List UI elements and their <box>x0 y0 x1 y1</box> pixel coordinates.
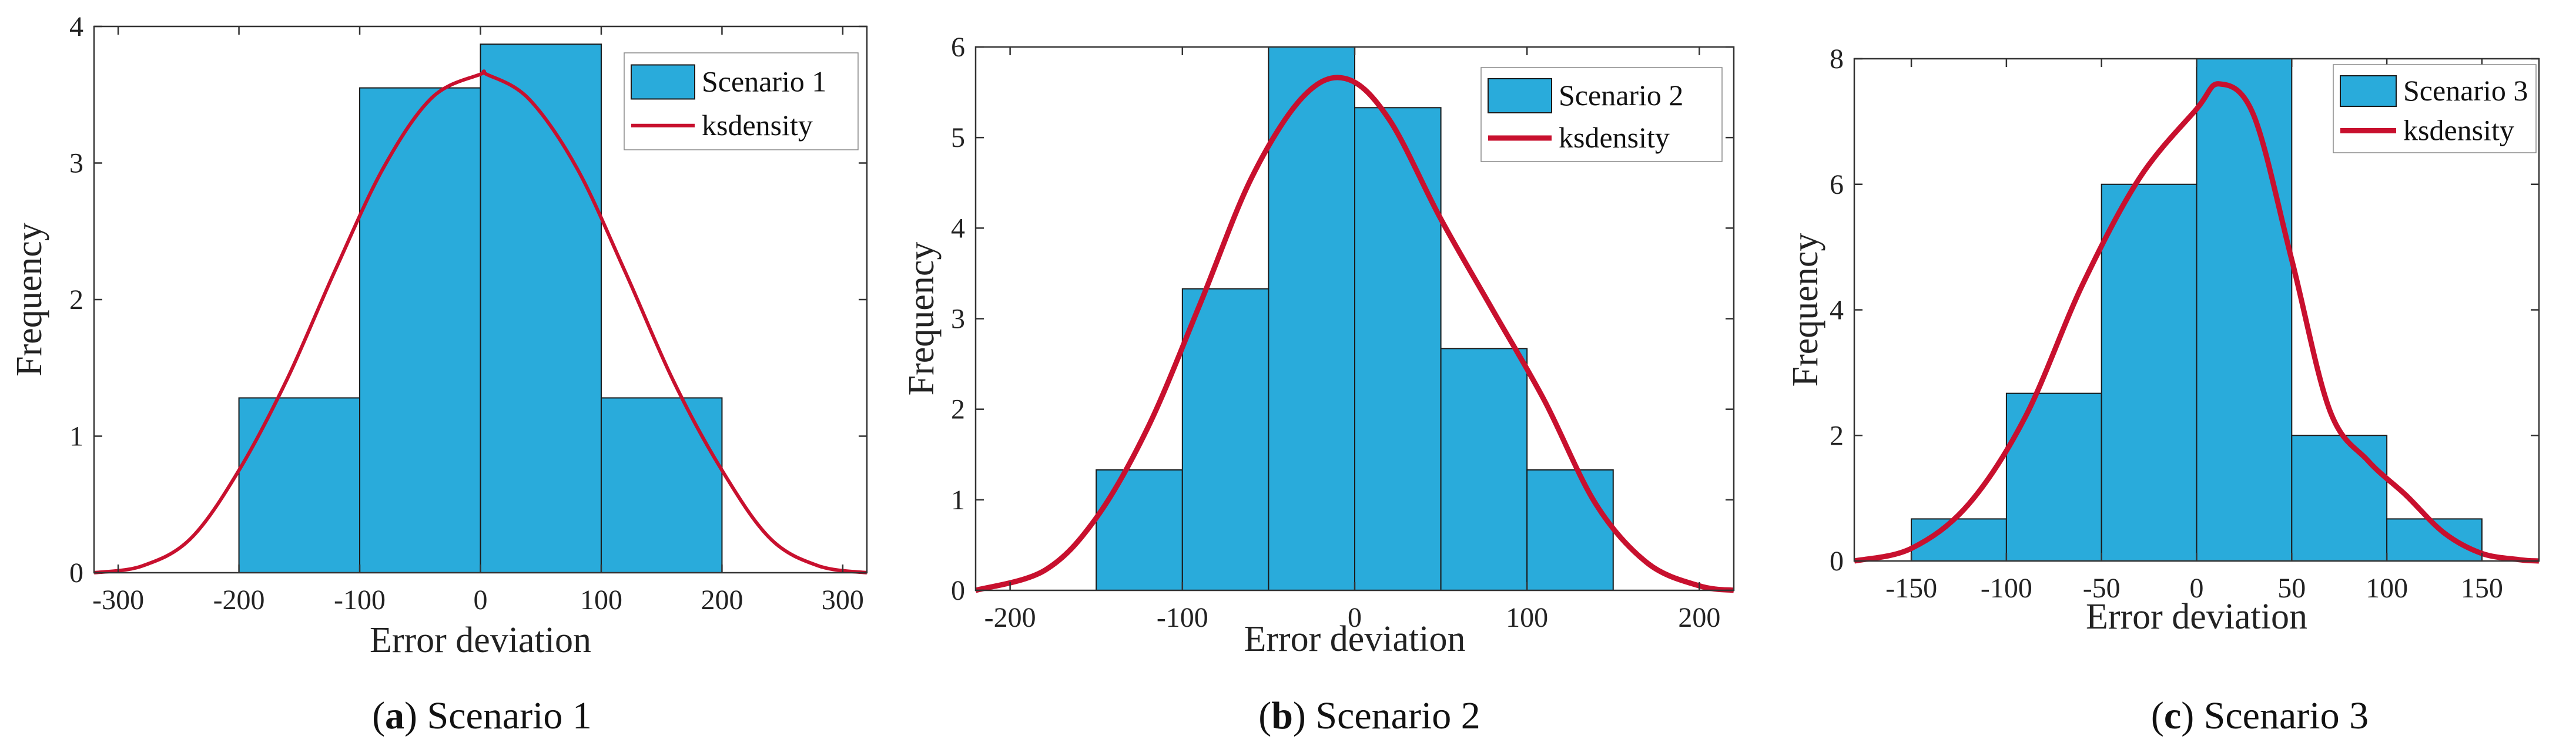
x-tick-label: 50 <box>2277 573 2306 604</box>
histogram-bar <box>480 43 602 574</box>
x-tick-label: 100 <box>2366 573 2408 604</box>
ksdensity-line <box>974 75 1734 593</box>
x-axis-label: Error deviation <box>370 620 591 660</box>
x-tick-label: 100 <box>1506 602 1548 633</box>
legend-swatch-bars <box>1488 78 1552 113</box>
chart-panel-1: -300 -200 -100 0 100 200 300 0 1 2 3 4 Error deviati… <box>9 11 868 737</box>
y-tick-label: 6 <box>951 32 965 63</box>
x-tick-label: 100 <box>580 584 622 616</box>
y-tick-label: 5 <box>951 122 965 153</box>
histogram-bar <box>238 397 361 574</box>
caption-letter: c <box>2164 694 2181 737</box>
legend-label-scenario: Scenario 1 <box>702 65 826 98</box>
legend-label-scenario: Scenario 3 <box>2403 74 2528 107</box>
histogram-bar <box>2101 183 2198 562</box>
y-tick-label: 0 <box>1830 546 1844 577</box>
legend-swatch-bars <box>2340 75 2397 107</box>
histogram-bar <box>2005 392 2102 562</box>
x-axis-label: Error deviation <box>1244 619 1465 659</box>
x-tick-label: -100 <box>1981 573 2032 604</box>
ksdensity-line <box>1854 81 2540 564</box>
x-axis-label: Error deviation <box>2086 597 2307 637</box>
x-tick-label: -200 <box>984 602 1036 633</box>
caption-paren-open: ( <box>372 694 385 737</box>
y-axis-label: Frequency <box>902 242 942 396</box>
x-tick-label: -100 <box>334 584 386 616</box>
y-tick-label: 1 <box>69 421 83 452</box>
histogram-bar <box>600 397 723 574</box>
x-tick-label: -200 <box>213 584 265 616</box>
x-tick-label: 300 <box>822 584 864 616</box>
x-tick-label: -50 <box>2083 573 2121 604</box>
chart-panel-3: -150 -100 -50 0 50 100 150 0 2 4 6 8 Error deviation… <box>1786 43 2540 737</box>
legend-swatch-bars <box>631 64 695 100</box>
x-tick-label: -300 <box>92 584 144 616</box>
y-tick-label: 0 <box>951 575 965 606</box>
y-tick-label: 1 <box>951 485 965 516</box>
x-tick-label: -150 <box>1885 573 1937 604</box>
histogram-bar <box>1096 469 1183 591</box>
legend-label-scenario: Scenario 2 <box>1559 79 1683 112</box>
y-tick-label: 0 <box>69 557 83 589</box>
x-tick-label: 0 <box>2190 573 2204 604</box>
y-tick-label: 2 <box>1830 420 1844 451</box>
y-tick-label: 2 <box>951 394 965 425</box>
y-axis-label: Frequency <box>9 223 49 377</box>
histogram-bar <box>2196 58 2293 562</box>
x-tick-label: 0 <box>474 584 488 616</box>
x-tick-label: -100 <box>1157 602 1208 633</box>
histogram-bar <box>2291 435 2388 562</box>
histogram-bar <box>1354 107 1442 591</box>
caption-text: ) Scenario 2 <box>1293 694 1480 737</box>
histogram-bar <box>1526 469 1614 591</box>
y-tick-label: 3 <box>69 148 83 179</box>
y-tick-label: 3 <box>951 304 965 335</box>
legend: Scenario 3 ksdensity <box>2333 64 2537 153</box>
y-tick-label: 8 <box>1830 43 1844 75</box>
y-tick-label: 4 <box>69 11 83 42</box>
legend-label-ksdensity: ksdensity <box>1559 121 1670 154</box>
legend-label-ksdensity: ksdensity <box>702 109 813 142</box>
y-tick-label: 2 <box>69 284 83 315</box>
histogram-bar <box>1268 46 1356 591</box>
panel-caption: (c) Scenario 3 <box>2151 694 2369 737</box>
histogram-bar <box>1181 288 1269 591</box>
x-tick-label: 200 <box>701 584 743 616</box>
x-tick-label: 200 <box>1678 602 1720 633</box>
panel-caption: (b) Scenario 2 <box>1258 694 1480 737</box>
caption-paren-open: ( <box>1258 694 1271 737</box>
ksdensity-line <box>93 69 867 574</box>
x-tick-label: 150 <box>2461 573 2503 604</box>
caption-paren-open: ( <box>2151 694 2164 737</box>
caption-letter: b <box>1271 694 1293 737</box>
y-tick-label: 6 <box>1830 169 1844 200</box>
x-tick-label: 0 <box>1348 602 1362 633</box>
y-tick-label: 4 <box>951 213 965 244</box>
histogram-bar <box>359 87 481 573</box>
y-axis-label: Frequency <box>1786 233 1825 387</box>
caption-text: ) Scenario 3 <box>2181 694 2369 737</box>
legend: Scenario 2 ksdensity <box>1480 67 1723 162</box>
caption-text: ) Scenario 1 <box>404 694 592 737</box>
histogram-bar <box>1440 348 1528 591</box>
y-tick-label: 4 <box>1830 295 1844 326</box>
panel-caption: (a) Scenario 1 <box>372 694 592 737</box>
chart-panel-2: -200 -100 0 100 200 0 1 2 3 4 5 6 Error deviation Fre… <box>902 32 1735 737</box>
legend: Scenario 1 ksdensity <box>624 52 859 150</box>
caption-letter: a <box>385 694 404 737</box>
legend-label-ksdensity: ksdensity <box>2403 114 2514 147</box>
